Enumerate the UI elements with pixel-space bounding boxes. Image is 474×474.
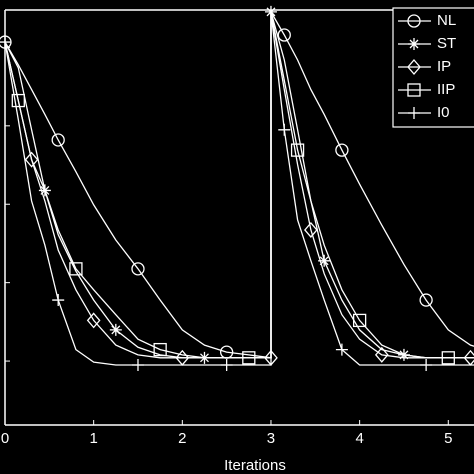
x-tick-label: 4 xyxy=(355,430,363,447)
x-tick-label: 5 xyxy=(444,430,452,447)
x-tick-label: 3 xyxy=(267,430,275,447)
marker xyxy=(24,151,39,168)
marker xyxy=(290,143,305,157)
marker xyxy=(278,123,291,136)
marker xyxy=(374,346,389,363)
x-tick-label: 2 xyxy=(178,430,186,447)
legend-label: IP xyxy=(437,58,451,75)
marker xyxy=(407,83,421,97)
series-line xyxy=(4,11,474,359)
x-tick-label: 1 xyxy=(89,430,97,447)
marker xyxy=(352,313,367,328)
x-tick-label: 0 xyxy=(1,430,9,447)
marker xyxy=(51,133,65,147)
marker xyxy=(52,294,65,307)
marker xyxy=(11,93,25,108)
marker xyxy=(420,359,433,372)
marker xyxy=(318,254,331,267)
marker xyxy=(335,143,349,157)
marker xyxy=(109,323,122,336)
marker xyxy=(408,38,420,50)
marker xyxy=(131,262,145,276)
marker xyxy=(407,59,421,75)
marker xyxy=(0,36,11,49)
marker xyxy=(242,351,256,365)
marker xyxy=(86,312,101,329)
marker xyxy=(69,262,83,276)
marker xyxy=(441,351,455,365)
series-line xyxy=(4,9,474,359)
marker xyxy=(277,28,291,42)
legend-label: IIP xyxy=(437,81,455,98)
legend-label: I0 xyxy=(437,104,450,121)
marker xyxy=(419,293,433,307)
marker xyxy=(304,221,318,238)
series-line xyxy=(4,11,474,366)
legend-label: ST xyxy=(437,35,456,52)
marker xyxy=(335,343,348,356)
marker xyxy=(220,359,233,372)
marker xyxy=(407,14,421,28)
marker xyxy=(153,342,167,357)
marker xyxy=(408,107,420,119)
x-axis-label: Iterations xyxy=(224,457,286,474)
legend: NL ST IP IIP I0 xyxy=(392,7,474,128)
legend-label: NL xyxy=(437,12,456,29)
marker xyxy=(131,359,144,372)
